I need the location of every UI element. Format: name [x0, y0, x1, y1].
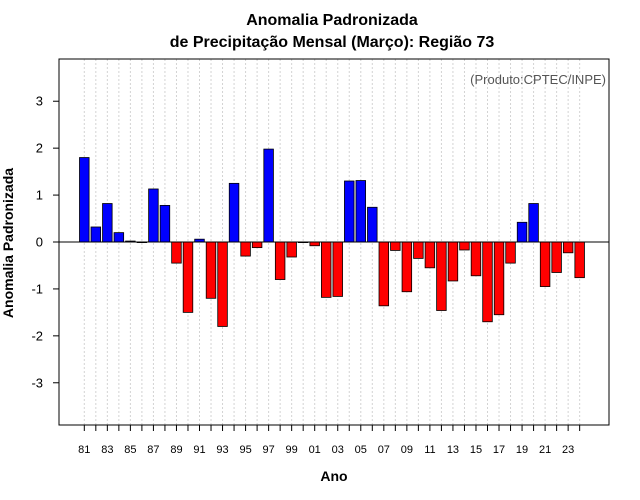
bar-1983: [102, 203, 113, 243]
x-axis-title: Ano: [320, 468, 347, 484]
y-tick-label: -1: [31, 281, 43, 296]
bar-1987: [148, 188, 159, 243]
bar-2007: [378, 241, 390, 307]
bar-2002: [321, 241, 332, 298]
bar-1989: [171, 241, 182, 264]
x-tick-label: 01: [309, 444, 321, 456]
bar-1995: [240, 241, 251, 257]
bar-2016: [482, 241, 493, 323]
bar-2023: [562, 241, 574, 254]
bar-2018: [505, 241, 516, 264]
y-tick-label: 3: [36, 94, 43, 109]
x-tick-label: 83: [101, 444, 113, 456]
x-tick-label: 03: [332, 444, 344, 456]
x-tick-label: 05: [355, 444, 367, 456]
bar-1999: [286, 241, 297, 258]
bar-1998: [274, 241, 286, 280]
bar-2005: [355, 180, 366, 243]
bar-1992: [205, 241, 217, 299]
vertical-gridlines: [83, 59, 581, 425]
bar-2009: [401, 241, 413, 293]
x-tick-label: 09: [401, 444, 413, 456]
x-tick-label: 85: [124, 444, 136, 456]
x-tick-label: 97: [262, 444, 274, 456]
credit-label: (Produto:CPTEC/INPE): [470, 72, 606, 87]
bar-1997: [263, 148, 274, 243]
bar-1996: [251, 241, 263, 249]
x-tick-label: 81: [78, 444, 90, 456]
bar-2012: [436, 241, 447, 311]
chart-title-line2: de Precipitação Mensal (Março): Região 7…: [170, 34, 495, 51]
bar-1982: [90, 226, 102, 243]
x-tick-label: 11: [424, 444, 435, 456]
x-tick-label: 89: [170, 444, 182, 456]
bar-2008: [390, 241, 401, 251]
bar-2003: [332, 241, 343, 297]
bar-1990: [182, 241, 194, 313]
chart-title-line1: Anomalia Padronizada: [246, 12, 418, 29]
bar-2024: [574, 241, 585, 279]
y-tick-label: 1: [36, 188, 43, 203]
x-tick-label: 15: [470, 444, 482, 456]
bar-2015: [470, 241, 482, 277]
bar-1988: [159, 204, 171, 243]
bar-2010: [413, 241, 424, 259]
bar-1993: [217, 241, 228, 327]
x-tick-label: 23: [562, 444, 574, 456]
bar-2011: [424, 241, 436, 269]
y-axis: -3 -2 -1 0 1 2 3: [31, 94, 59, 390]
bar-1994: [228, 182, 240, 243]
x-tick-label: 99: [286, 444, 298, 456]
x-tick-label: 87: [147, 444, 159, 456]
x-tick-label: 07: [378, 444, 390, 456]
x-axis: 81 83 85 87 89 91 93 95 97 99 01 03 05 07 09 11 13 15 17 19…: [78, 425, 581, 456]
x-tick-label: 19: [516, 444, 528, 456]
y-tick-label: -3: [31, 375, 43, 390]
x-tick-label: 21: [539, 444, 551, 456]
bar-2019: [516, 221, 528, 243]
x-tick-label: 93: [216, 444, 228, 456]
x-tick-label: 13: [447, 444, 459, 456]
y-tick-label: 2: [36, 141, 43, 156]
y-tick-label: -2: [31, 328, 43, 343]
bar-2022: [551, 241, 562, 273]
bar-series: [79, 148, 585, 327]
bar-1981: [79, 157, 90, 243]
bar-2014: [459, 241, 470, 251]
bar-2020: [528, 203, 539, 243]
bar-2006: [367, 206, 378, 243]
x-tick-label: 95: [239, 444, 251, 456]
bar-2021: [539, 241, 551, 287]
bar-1984: [113, 232, 125, 243]
bar-2017: [493, 241, 505, 316]
y-tick-label: 0: [36, 235, 43, 250]
x-tick-label: 17: [493, 444, 505, 456]
bar-2004: [344, 180, 355, 243]
y-axis-title: Anomalia Padronizada: [0, 168, 16, 318]
bar-2013: [447, 241, 459, 282]
x-tick-label: 91: [193, 444, 205, 456]
bar-2001: [309, 241, 320, 247]
